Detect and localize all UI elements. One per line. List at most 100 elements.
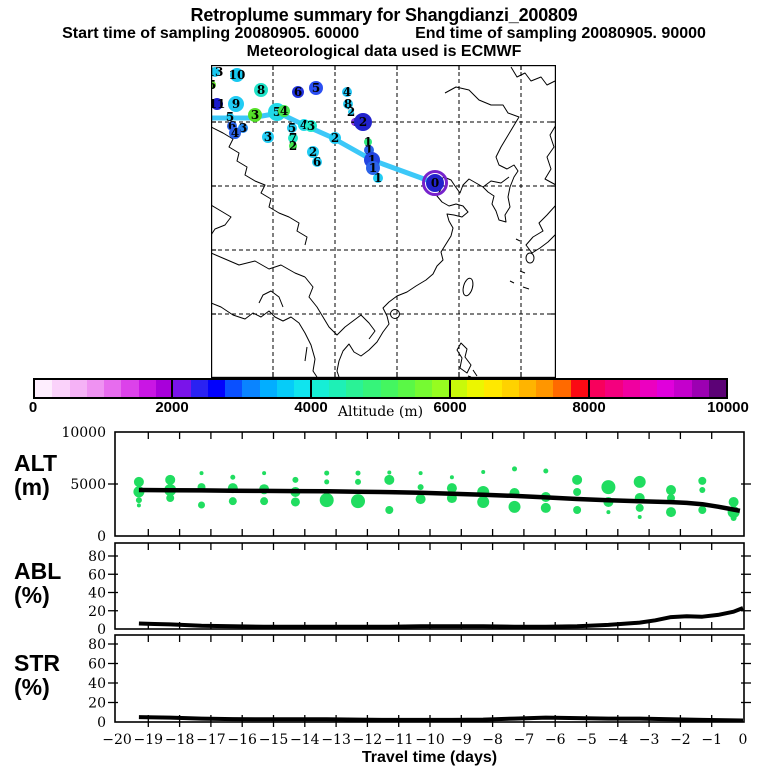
coastline-japan-arc xyxy=(525,204,556,254)
cluster-label: 4 xyxy=(280,104,288,118)
colorbar-segment xyxy=(588,380,606,397)
colorbar-segment xyxy=(69,380,87,397)
alt-dot xyxy=(384,474,395,485)
cluster-dot xyxy=(278,105,290,117)
alt-dot xyxy=(165,474,176,485)
colorbar-segment xyxy=(346,380,364,397)
colorbar-segment xyxy=(518,380,537,397)
map-frame xyxy=(211,65,556,378)
colorbar-segment xyxy=(536,380,554,397)
alt-dot xyxy=(324,479,330,485)
colorbar-segment xyxy=(622,380,640,397)
cluster-label: 2 xyxy=(359,115,367,129)
cluster-dot xyxy=(211,67,220,77)
colorbar-segment xyxy=(242,380,260,397)
alt-panel-label: ALT xyxy=(14,450,58,476)
coastline xyxy=(211,66,556,378)
alt-dot xyxy=(136,503,141,508)
small-islands xyxy=(509,238,530,290)
alt-dot xyxy=(698,506,707,514)
cluster-dot xyxy=(364,138,372,146)
y-tick-label: 80 xyxy=(88,637,106,653)
border-central-asia xyxy=(211,126,308,246)
cluster-dot xyxy=(426,174,444,192)
alt-dot xyxy=(324,470,330,476)
colorbar-tick-label: 10000 xyxy=(707,399,749,416)
cluster-dot xyxy=(312,157,322,167)
colorbar-divider xyxy=(588,378,590,399)
cluster-label: 2 xyxy=(289,139,297,153)
colorbar-segment xyxy=(138,380,156,397)
cluster-label: 5 xyxy=(226,110,234,124)
y-tick-label: 40 xyxy=(88,676,106,692)
cluster-dot xyxy=(342,87,352,97)
cluster-label: 1 xyxy=(368,153,376,167)
cluster-label: 8 xyxy=(344,97,352,111)
cluster-label: 4 xyxy=(231,126,239,140)
alt-dot xyxy=(635,503,644,512)
x-tick-label: −17 xyxy=(196,732,226,748)
colorbar-segment xyxy=(259,380,277,397)
cluster-dot xyxy=(230,68,244,82)
colorbar-segment xyxy=(708,380,727,397)
alt-dot xyxy=(290,497,300,507)
colorbar-segment xyxy=(35,380,53,397)
x-tick-label: −15 xyxy=(259,732,289,748)
str-panel-unit: (%) xyxy=(14,674,50,700)
cluster-dot xyxy=(211,98,223,110)
y-tick-label: 60 xyxy=(88,657,106,673)
cluster-dot xyxy=(305,120,317,132)
cluster-dot xyxy=(228,96,244,112)
border-indochina xyxy=(304,276,376,340)
colorbar-label: Altitude (m) xyxy=(337,404,424,420)
taiwan-island xyxy=(462,277,474,297)
alt-dot xyxy=(418,471,423,476)
y-tick-label: 0 xyxy=(97,529,106,545)
colorbar-segment xyxy=(121,380,139,397)
colorbar-segment xyxy=(207,380,226,397)
cluster-dot xyxy=(373,173,383,183)
colorbar-tick-label: 0 xyxy=(28,399,38,416)
x-tick-label: −16 xyxy=(227,732,257,748)
str-line xyxy=(138,715,744,723)
cluster-label: 13 xyxy=(211,65,223,79)
cluster-label: 2 xyxy=(309,145,317,159)
colorbar-segment xyxy=(380,380,398,397)
cluster-dot xyxy=(288,133,298,143)
alt-dot xyxy=(540,502,551,513)
cluster-dot xyxy=(307,146,319,158)
str-panel-label: STR xyxy=(14,650,60,676)
colorbar-segment xyxy=(104,380,122,397)
cluster-dot xyxy=(289,142,297,150)
cluster-dot xyxy=(348,109,354,115)
cluster-dot xyxy=(366,161,380,175)
colorbar-segment xyxy=(294,380,312,397)
colorbar-divider xyxy=(449,378,451,399)
alt-dot xyxy=(512,466,518,472)
cluster-label: 10 xyxy=(229,68,246,82)
alt-dot xyxy=(543,468,549,474)
x-tick-label: −6 xyxy=(545,732,566,748)
coastline-okhotsk xyxy=(510,66,556,86)
cluster-dot xyxy=(238,123,248,133)
colorbar-segment xyxy=(553,380,571,397)
alt-dot xyxy=(730,515,737,522)
x-tick-label: −19 xyxy=(134,732,164,748)
cluster-label: 1 xyxy=(365,143,373,157)
alt-frame xyxy=(114,431,745,537)
alt-dot xyxy=(666,507,677,518)
alt-dot xyxy=(728,496,739,507)
x-tick-label: −3 xyxy=(639,732,660,748)
cluster-dot xyxy=(292,86,304,98)
cluster-label: 4 xyxy=(300,118,308,132)
kyushu-island xyxy=(525,252,535,264)
colorbar-segment xyxy=(501,380,519,397)
cluster-label: 1 xyxy=(364,135,372,149)
colorbar-segment xyxy=(276,380,295,397)
colorbar-divider xyxy=(171,378,173,399)
alt-dot xyxy=(698,476,707,485)
border-korea-china xyxy=(482,176,510,188)
cluster-label: 3 xyxy=(307,119,315,133)
